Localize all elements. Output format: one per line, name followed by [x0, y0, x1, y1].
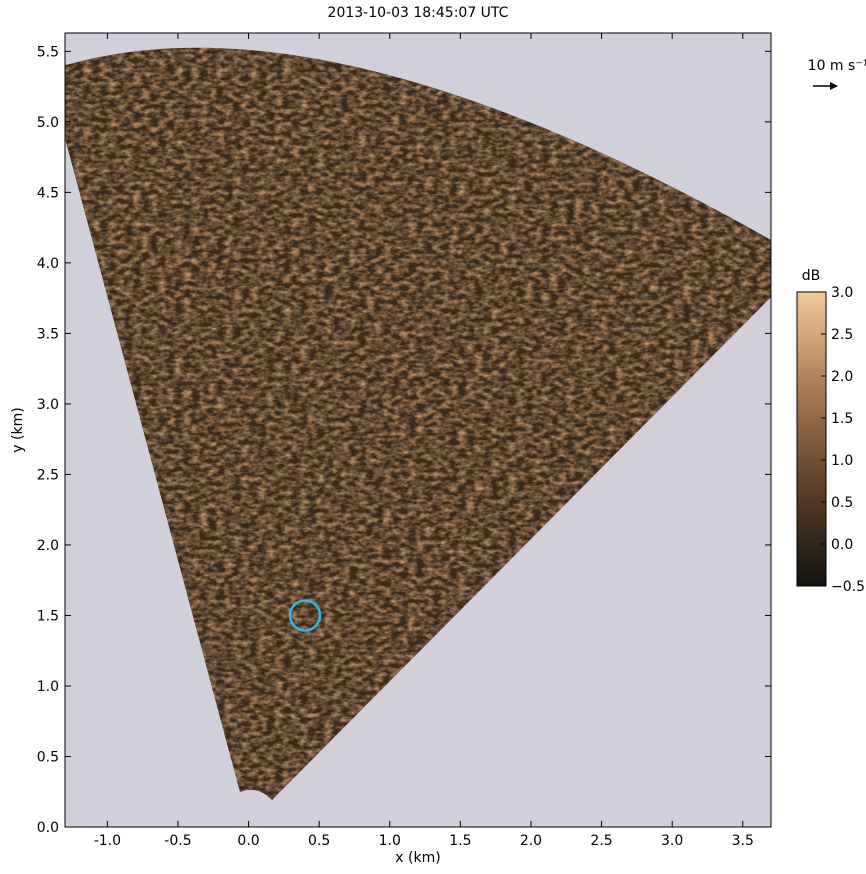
marker — [288, 599, 322, 632]
plot-frame — [64, 32, 772, 828]
sweep-texture — [65, 47, 771, 800]
y-tick-label: 1.0 — [37, 679, 59, 695]
x-tick-label: 3.5 — [732, 833, 754, 849]
reference-vector — [813, 82, 838, 90]
colorbar-tick-label: 3.0 — [831, 285, 853, 301]
colorbar-tick-label: 2.0 — [831, 369, 853, 385]
colorbar-tick-label: −0.5 — [831, 579, 865, 595]
y-tick-label: 5.5 — [37, 44, 59, 60]
reference-vector-label: 10 m s⁻¹ — [808, 58, 866, 74]
x-tick-label: 1.5 — [449, 833, 471, 849]
y-tick-label: 3.0 — [37, 397, 59, 413]
y-tick-label: 4.0 — [37, 256, 59, 272]
chart-title: 2013-10-03 18:45:07 UTC — [328, 5, 509, 21]
x-tick-label: 1.0 — [379, 833, 401, 849]
colorbar-tick-label: 2.5 — [831, 327, 853, 343]
x-tick-label: 0.5 — [308, 833, 330, 849]
colorbar-tick-label: 1.0 — [831, 453, 853, 469]
colorbar-tick-label: 0.0 — [831, 537, 853, 553]
y-tick-label: 3.5 — [37, 326, 59, 342]
x-tick-label: 2.0 — [520, 833, 542, 849]
colorbar-tick-label: 0.5 — [831, 495, 853, 511]
x-axis-label: x (km) — [395, 850, 440, 866]
colorbar — [796, 291, 827, 587]
y-tick-label: 4.5 — [37, 185, 59, 201]
y-tick-label: 0.5 — [37, 749, 59, 765]
y-axis-label: y (km) — [10, 407, 26, 452]
y-tick-label: 2.0 — [37, 538, 59, 554]
x-tick-label: -1.0 — [94, 833, 121, 849]
x-tick-label: 0.0 — [237, 833, 259, 849]
x-tick-label: 2.5 — [590, 833, 612, 849]
y-tick-label: 2.5 — [37, 467, 59, 483]
radar-sweep — [65, 47, 771, 800]
y-tick-label: 5.0 — [37, 115, 59, 131]
x-tick-label: -0.5 — [164, 833, 191, 849]
x-tick-label: 3.0 — [661, 833, 683, 849]
y-tick-label: 0.0 — [37, 820, 59, 836]
y-tick-label: 1.5 — [37, 608, 59, 624]
colorbar-label: dB — [802, 268, 821, 284]
colorbar-tick-label: 1.5 — [831, 411, 853, 427]
